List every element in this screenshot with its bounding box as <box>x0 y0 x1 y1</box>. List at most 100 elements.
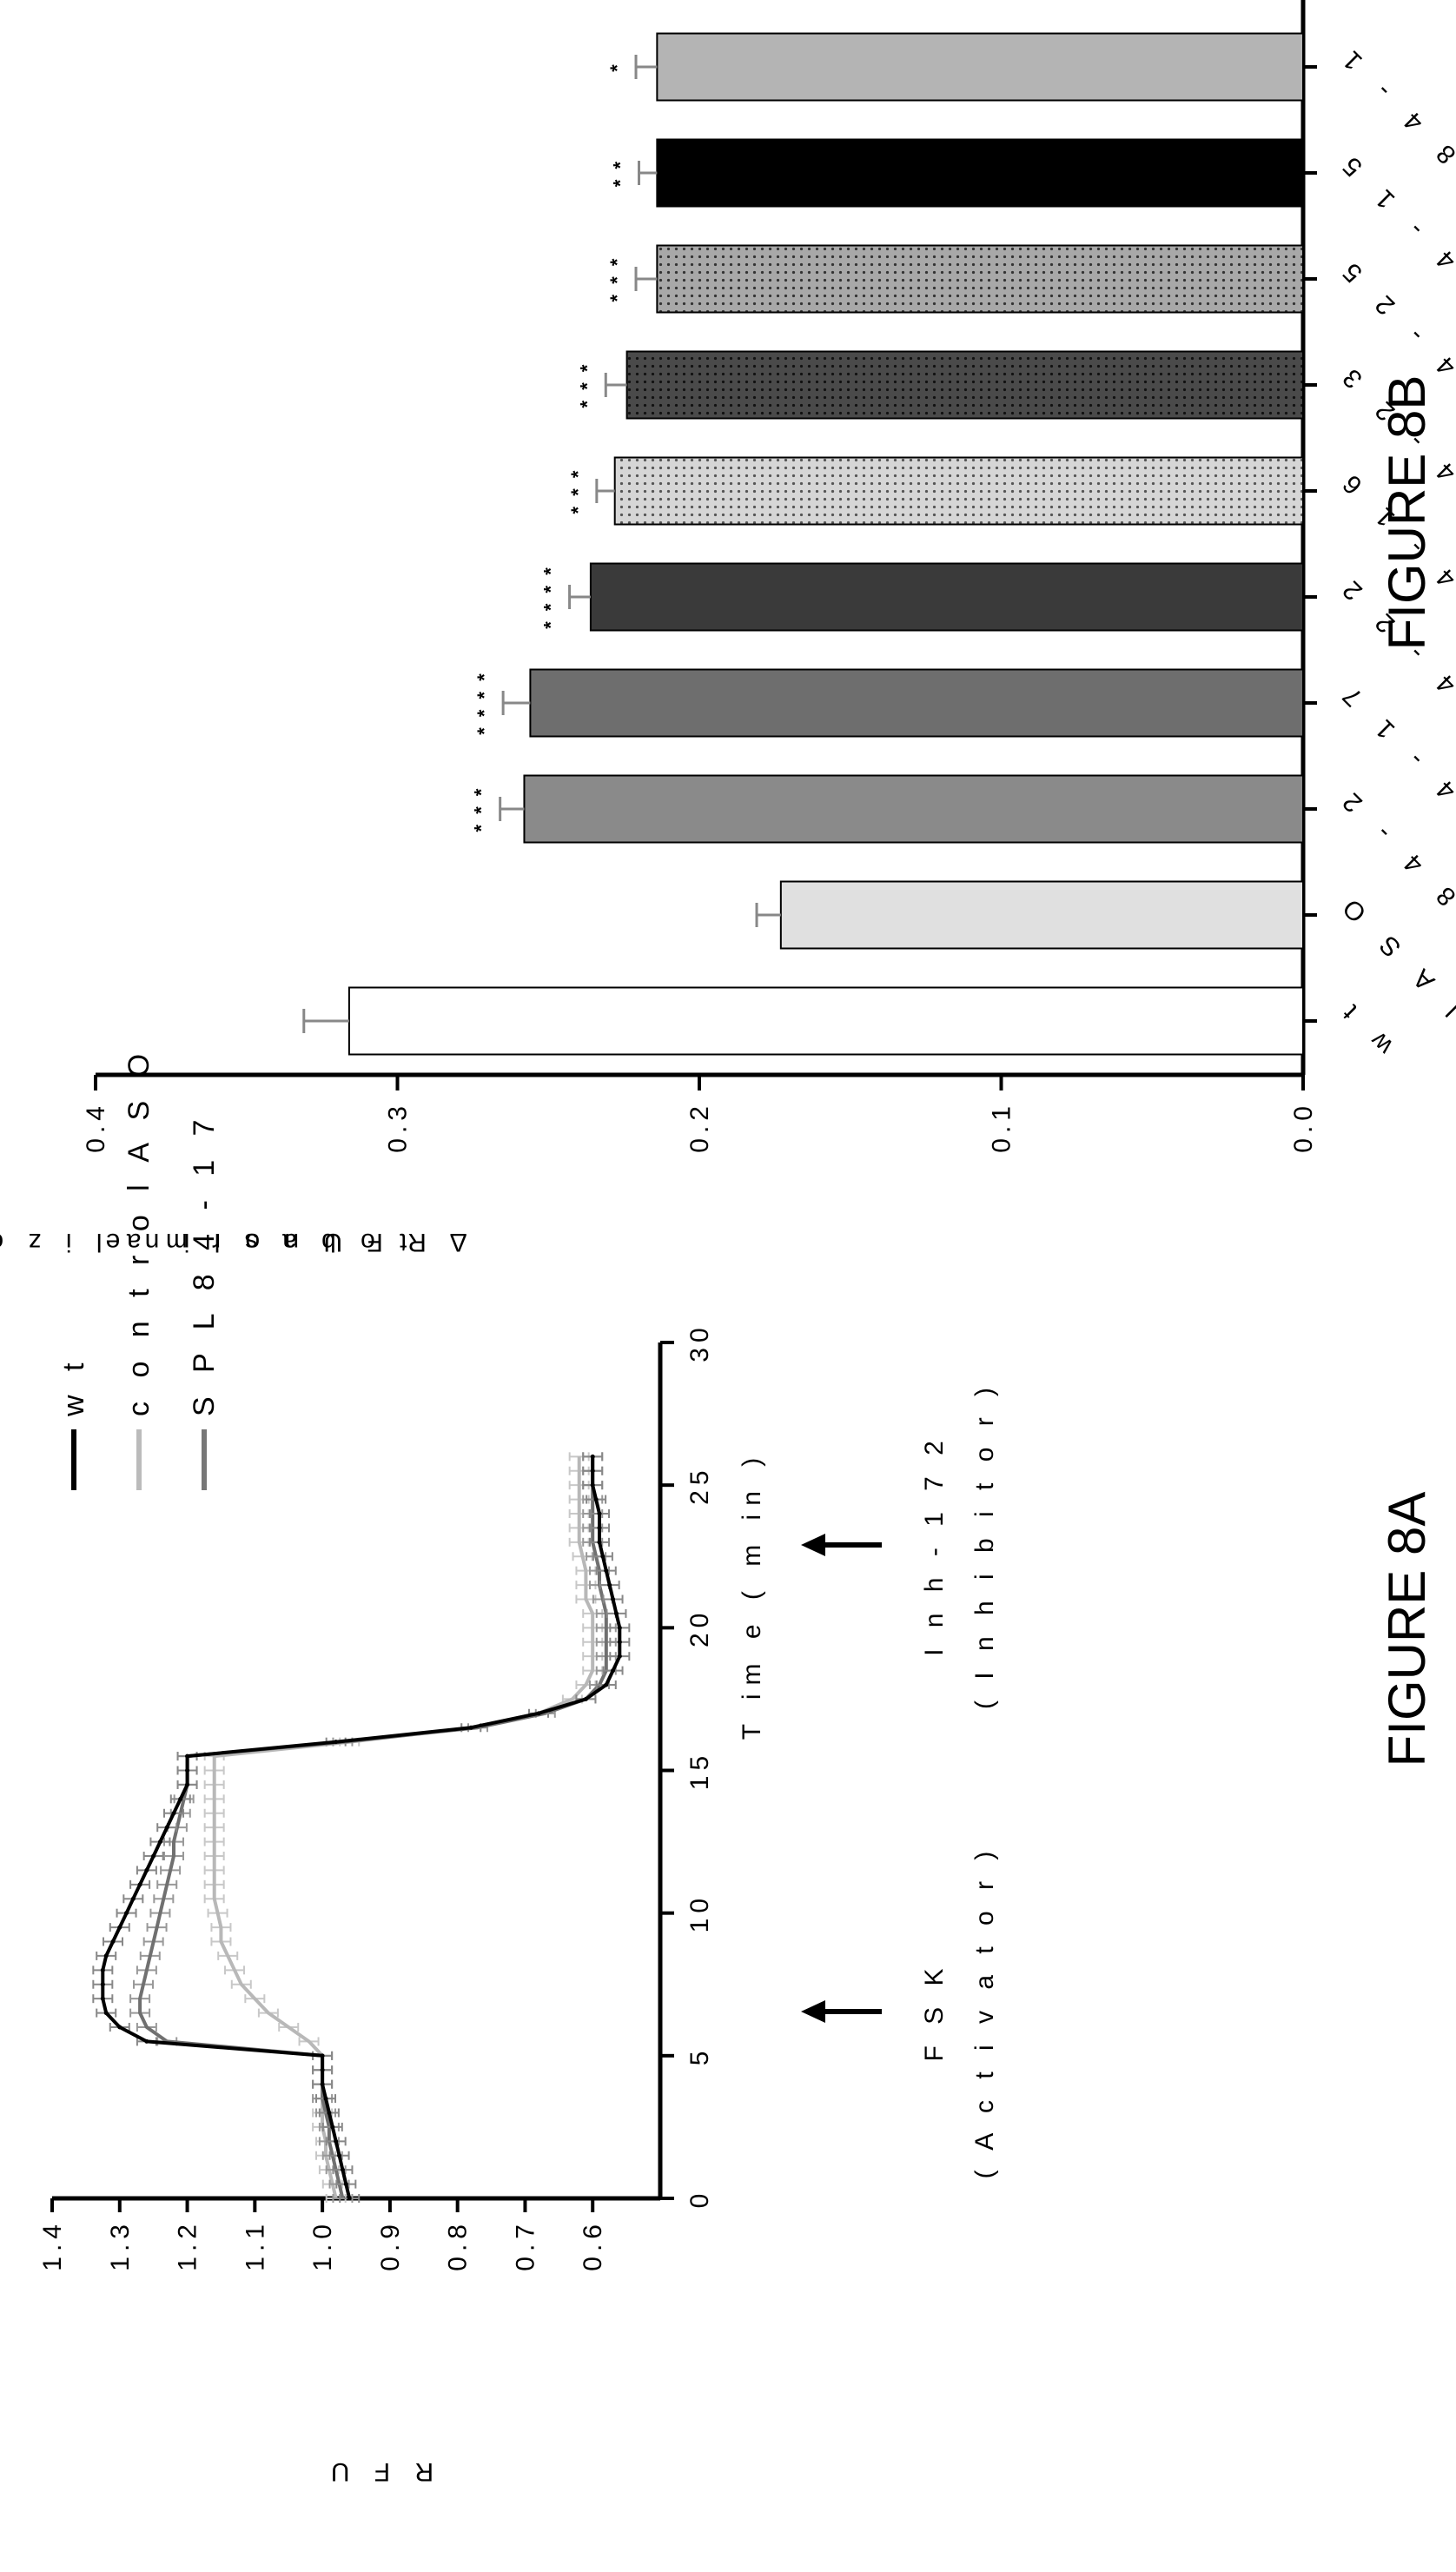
series-point <box>590 1468 595 1474</box>
bar-significance-label: * <box>606 62 628 72</box>
figure-8a-x-tick-label: 10 <box>685 1893 714 1932</box>
series-point <box>100 1967 105 1972</box>
series-point <box>178 1796 183 1801</box>
figure-8a-y-tick-label: 0.6 <box>579 2219 607 2271</box>
figure-8a-x-tick-label: 25 <box>685 1465 714 1504</box>
figure-8b-y-tick-label: 0.4 <box>82 1101 110 1153</box>
bar-3 <box>523 774 1304 844</box>
series-point <box>320 2082 325 2087</box>
series-point <box>124 1911 129 1916</box>
series-point <box>597 1525 602 1530</box>
figure-8b-category-label: w t <box>1329 991 1400 1061</box>
figure-8a-series-group <box>92 1452 631 2203</box>
series-point <box>597 1511 602 1516</box>
series-point <box>604 1568 609 1574</box>
figure-8b-category-label: C o n t r o l A S O <box>1329 885 1456 1210</box>
bar-10 <box>656 32 1304 102</box>
figure-8a: 0510152025300.60.70.80.91.01.11.21.31.4 … <box>38 1046 1436 2486</box>
inh-sublabel: ( I n h i b i t o r ) <box>970 1381 999 1709</box>
bar-significance-label: * * <box>610 159 632 187</box>
series-point <box>343 2182 348 2187</box>
series-errorbars-group <box>203 1452 604 2203</box>
fsk-label: F S K <box>920 1961 949 2061</box>
figure-8a-x-tick-label: 0 <box>685 2189 714 2209</box>
bar-significance-label: * * * <box>576 362 598 408</box>
series-point <box>583 1696 588 1701</box>
series-point <box>590 1482 595 1488</box>
figure-8b-tick-labels: 0.0 0.1 0.2 0.3 0.4 <box>82 1101 1318 1153</box>
series-point <box>334 1740 339 1745</box>
figure-8b: * * * * * * * * * * * * * * * * * * * * * * * 0… <box>0 0 1456 1256</box>
series-point <box>185 1753 190 1759</box>
series-point <box>334 2138 339 2144</box>
bar-significance-label: * * * * <box>473 671 495 735</box>
series-point <box>536 1711 541 1716</box>
series-point <box>320 2053 325 2058</box>
series-point <box>130 1896 136 1901</box>
series-point <box>340 2167 345 2172</box>
figure-8a-y-tick-label: 1.4 <box>38 2219 67 2271</box>
series-point <box>604 1682 609 1687</box>
series-point <box>137 1882 142 1887</box>
legend-label-wt: w t <box>57 1356 90 1417</box>
series-point <box>171 1811 176 1816</box>
figure-8b-y-axis-title-line2: t o b a s l i n e <box>97 1228 407 1256</box>
series-point <box>103 2011 109 2016</box>
series-point <box>103 1953 109 1959</box>
series-point <box>327 2111 332 2115</box>
bar-significance-label: * * * * <box>540 565 562 629</box>
figure-8a-y-tick-label: 0.7 <box>511 2219 539 2271</box>
figure-8a-x-tick-label: 5 <box>685 2045 714 2065</box>
series-point <box>468 1725 473 1730</box>
series-point <box>185 1768 190 1773</box>
figure-8b-y-tick-label: 0.0 <box>1289 1101 1318 1153</box>
series-point <box>330 2125 335 2130</box>
series-point <box>157 1840 162 1845</box>
inh-arrow-head <box>801 1534 825 1556</box>
figure-8a-y-tick-label: 0.8 <box>444 2219 473 2271</box>
inh-annotation: I n h - 1 7 2 ( I n h i b i t o r ) <box>801 1381 999 1709</box>
series-point <box>185 1782 190 1787</box>
series-point <box>151 1853 156 1859</box>
bar-4 <box>529 668 1304 738</box>
legend-label-control-aso: c o n t r o l A S O <box>122 1046 156 1416</box>
series-point <box>617 1640 622 1645</box>
series-point <box>164 1825 169 1830</box>
series-point <box>611 1668 616 1674</box>
figure-8a-legend: w t c o n t r o l A S O S P L 8 4 - 1 7 <box>57 1046 221 1490</box>
fsk-sublabel: ( A c t i v a t o r ) <box>970 1845 999 2179</box>
series-point <box>337 2153 342 2158</box>
figure-8a-y-tick-label: 0.9 <box>376 2219 405 2271</box>
series-errorbars-group <box>129 1452 617 2203</box>
bar-2 <box>779 880 1304 950</box>
series-point <box>110 1939 116 1944</box>
series-point <box>617 1625 622 1630</box>
figure-8a-y-tick-label: 1.2 <box>174 2219 202 2271</box>
series-point <box>100 1982 105 1987</box>
figure-8a-tick-labels: 0 5 10 15 20 25 30 0.6 0.7 0.8 0.9 1.0 1.1 1.2 1.3 1.4 <box>38 1322 714 2270</box>
figure-8b-y-tick-label: 0.1 <box>988 1101 1016 1153</box>
series-point <box>593 1497 599 1502</box>
series-point <box>617 1654 622 1659</box>
series-point <box>100 1996 105 2001</box>
series-line-control-aso <box>212 1456 595 2199</box>
figure-8b-y-tick-label: 0.2 <box>685 1101 714 1153</box>
fsk-annotation: F S K ( A c t i v a t o r ) <box>801 1845 999 2179</box>
series-errorbars-group <box>92 1452 631 2203</box>
series-point <box>347 2196 352 2201</box>
bar-1 <box>347 986 1304 1056</box>
bar-8 <box>656 244 1304 314</box>
series-point <box>597 1540 602 1545</box>
legend-label-spl84-17: S P L 8 4 - 1 7 <box>188 1112 221 1416</box>
figure-8a-y-tick-label: 1.1 <box>241 2219 269 2271</box>
fsk-arrow-head <box>801 2000 825 2023</box>
series-point <box>600 1554 606 1559</box>
series-point <box>144 1867 149 1873</box>
figure-8a-y-tick-label: 1.3 <box>106 2219 135 2271</box>
figure-8a-label: FIGURE 8A <box>1378 1492 1436 1767</box>
series-point <box>607 1582 612 1588</box>
figure-8b-label: FIGURE 8B <box>1378 375 1436 651</box>
figure-8b-y-tick-label: 0.3 <box>384 1101 413 1153</box>
